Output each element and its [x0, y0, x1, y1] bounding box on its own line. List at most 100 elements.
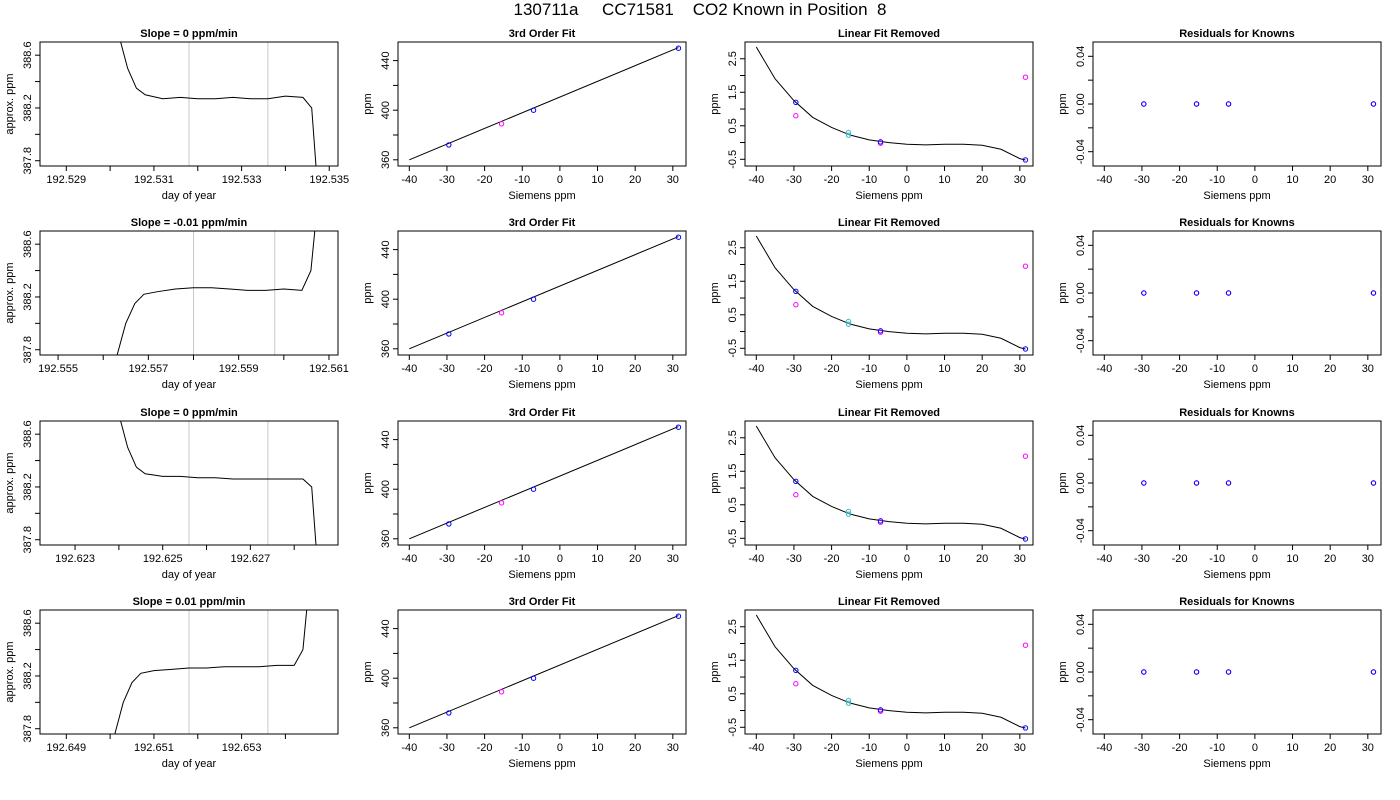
x-tick-label: -40	[401, 174, 417, 186]
known-point-blue	[675, 424, 682, 430]
data-layer	[116, 231, 316, 355]
x-tick-label: 30	[1014, 553, 1026, 565]
x-axis-label: Siemens ppm	[1203, 758, 1270, 770]
panel-fit-3: 3rd Order Fit -40 -30 -20 -10 0 10 20 30 Siemens …	[362, 596, 687, 770]
x-tick-label: 192.651	[134, 742, 174, 754]
fit-line	[409, 236, 679, 350]
x-tick-label: 10	[938, 174, 950, 186]
x-axis-label: Siemens ppm	[1203, 569, 1270, 581]
x-tick-label: 30	[1014, 363, 1026, 375]
x-tick-label: 10	[938, 553, 950, 565]
x-tick-label: 30	[1014, 174, 1026, 186]
x-axis-label: day of year	[162, 758, 217, 770]
y-tick-label: 0.5	[727, 307, 739, 322]
x-axis-label: Siemens ppm	[855, 190, 922, 202]
x-tick-label: 0	[1252, 363, 1258, 375]
x-tick-label: 30	[1362, 363, 1374, 375]
x-tick-label: 192.533	[222, 174, 262, 186]
y-axis-label: approx. ppm	[4, 452, 16, 513]
y-tick-label: 2.5	[727, 51, 739, 66]
panel-fit-0: 3rd Order Fit -40 -30 -20 -10 0 10 20 30 Siemens …	[362, 28, 687, 202]
plot-frame	[39, 230, 339, 356]
panel-residuals-3: Residuals for Knowns -40 -30 -20 -10 0 10 20 30 S…	[1057, 596, 1382, 770]
x-tick-label: 30	[667, 174, 679, 186]
known-point-blue	[446, 521, 452, 527]
known-point-magenta	[1022, 453, 1029, 459]
x-tick-label: 20	[629, 363, 641, 375]
known-point-blue	[877, 707, 884, 713]
fit-line	[409, 47, 679, 161]
x-tick-label: 192.623	[55, 553, 95, 565]
x-tick-label: 192.529	[46, 174, 86, 186]
y-tick-label: 387.8	[22, 147, 34, 175]
x-tick-label: 192.649	[46, 742, 86, 754]
panel-title: 3rd Order Fit	[509, 407, 576, 419]
fit-line	[409, 615, 679, 729]
y-tick-label: 388.6	[22, 230, 34, 258]
plot-frame	[744, 420, 1034, 546]
x-tick-label: 192.557	[128, 363, 168, 375]
known-point-blue	[530, 675, 537, 681]
y-tick-label: 360	[380, 340, 392, 358]
y-tick-label: 400	[380, 290, 392, 308]
x-tick-label: -40	[748, 742, 764, 754]
known-point-magenta	[1022, 642, 1029, 648]
known-point-blue	[1022, 725, 1029, 731]
x-axis-label: day of year	[162, 190, 217, 202]
x-tick-label: 192.653	[222, 742, 262, 754]
y-tick-label: 1.5	[727, 653, 739, 668]
y-tick-label: 400	[380, 101, 392, 119]
x-axis-label: Siemens ppm	[508, 569, 575, 581]
known-point-cyan	[845, 697, 852, 704]
x-tick-label: -10	[514, 174, 530, 186]
x-tick-label: -40	[1096, 742, 1112, 754]
x-tick-label: 0	[904, 174, 910, 186]
y-axis-label: approx. ppm	[4, 262, 16, 323]
y-tick-label: 0.04	[1075, 46, 1087, 67]
x-tick-label: -30	[1134, 742, 1150, 754]
x-tick-label: -30	[439, 363, 455, 375]
data-layer	[409, 47, 679, 161]
known-point-magenta	[793, 681, 799, 687]
plot-frame	[39, 41, 339, 167]
panel-timeseries-3: Slope = 0.01 ppm/min 192.649 192.651 192.65…	[4, 596, 339, 770]
panel-timeseries-1: Slope = -0.01 ppm/min 192.555 192.557 192.5…	[4, 217, 349, 391]
panel-title: Residuals for Knowns	[1179, 407, 1295, 419]
known-point-blue	[793, 478, 799, 485]
y-axis-label: ppm	[1057, 93, 1069, 114]
x-tick-label: 20	[976, 742, 988, 754]
x-tick-label: -40	[401, 553, 417, 565]
y-axis-label: ppm	[362, 472, 374, 493]
x-tick-label: -30	[439, 553, 455, 565]
x-tick-label: -30	[786, 174, 802, 186]
panel-title: Linear Fit Removed	[838, 407, 940, 419]
figure-title: 130711a CC71581 CO2 Known in Position 8	[513, 0, 887, 19]
panel-timeseries-0: Slope = 0 ppm/min 192.529 192.531 192.533 19…	[4, 28, 349, 202]
data-layer	[755, 46, 1026, 161]
cubic-fit-curve	[755, 425, 1026, 540]
panel-title: 3rd Order Fit	[509, 596, 576, 608]
known-point-blue	[1370, 480, 1377, 486]
x-tick-label: -30	[786, 742, 802, 754]
x-tick-label: -10	[1209, 742, 1225, 754]
y-tick-label: -0.04	[1075, 707, 1087, 732]
y-axis-label: ppm	[1057, 472, 1069, 493]
x-tick-label: 30	[667, 742, 679, 754]
x-tick-label: -10	[861, 553, 877, 565]
x-tick-label: 30	[667, 553, 679, 565]
data-layer	[409, 426, 679, 540]
known-point-magenta	[793, 302, 799, 308]
known-point-blue	[675, 613, 682, 619]
y-tick-label: 360	[380, 719, 392, 737]
panel-title: 3rd Order Fit	[509, 28, 576, 40]
y-axis-label: ppm	[709, 282, 721, 303]
y-tick-label: 1.5	[727, 274, 739, 289]
y-tick-label: 440	[380, 430, 392, 448]
known-point-cyan	[845, 511, 852, 517]
y-tick-label: 1.5	[727, 464, 739, 479]
known-point-cyan	[845, 700, 852, 706]
x-tick-label: 0	[1252, 174, 1258, 186]
x-tick-label: 30	[1362, 742, 1374, 754]
x-tick-label: 192.625	[143, 553, 183, 565]
